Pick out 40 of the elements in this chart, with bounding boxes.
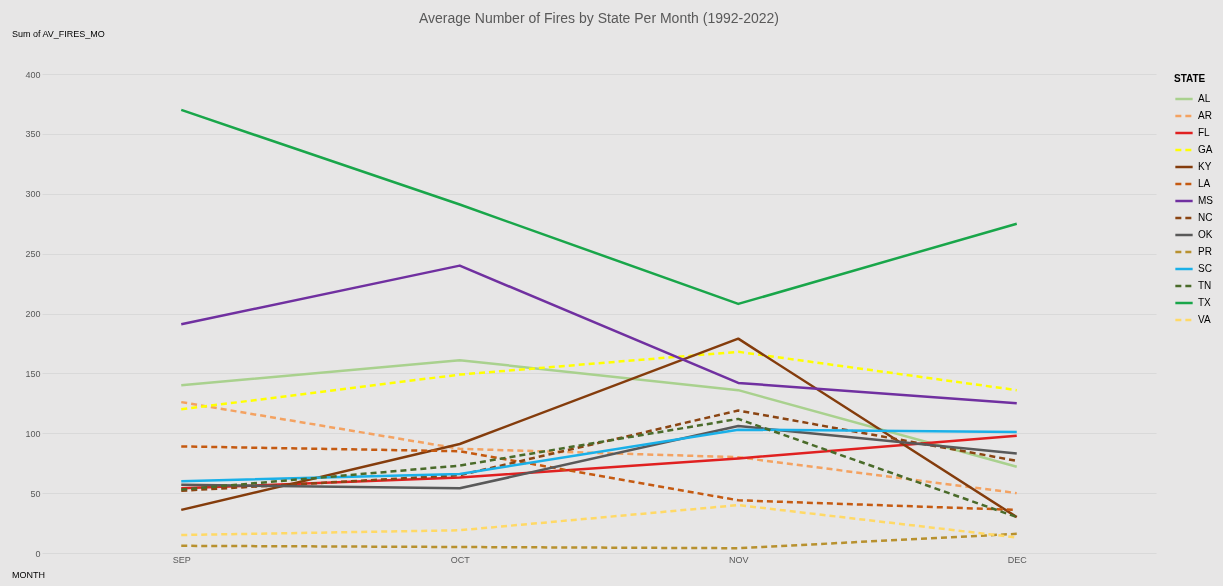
text: Sum of AV_FIRES_MO <box>12 29 105 39</box>
line-series <box>180 264 1018 405</box>
y-tick-label: 350 <box>25 129 41 140</box>
legend-label: SC <box>1198 263 1212 274</box>
line-series <box>180 424 1018 490</box>
y-tick-label: 50 <box>30 488 41 499</box>
line-series <box>180 350 1018 411</box>
x-tick-label: DEC <box>1007 554 1028 565</box>
y-tick-label: 200 <box>25 309 41 319</box>
line-series <box>180 108 1018 306</box>
legend-label: TN <box>1198 280 1212 291</box>
text: MONTH <box>12 570 45 580</box>
y-tick-label: 400 <box>25 69 41 80</box>
y-tick-label: 100 <box>25 428 41 439</box>
line-series <box>180 417 1018 519</box>
legend-label: LA <box>1198 178 1211 189</box>
chart-title: Average Number of Fires by State Per Month (1992-2022) <box>418 10 780 26</box>
x-tick-label: OCT <box>450 554 471 565</box>
legend-label: TX <box>1198 297 1212 308</box>
y-tick-label: 300 <box>25 189 41 200</box>
legend-label: PR <box>1198 246 1212 257</box>
line-series <box>180 337 1018 519</box>
legend-label: AL <box>1198 93 1211 104</box>
line-series <box>180 532 1018 550</box>
x-tick-label: NOV <box>728 554 749 565</box>
x-tick-label: SEP <box>172 554 191 565</box>
line-series <box>180 428 1018 483</box>
line-series <box>180 358 1018 469</box>
y-tick-label: 150 <box>25 368 41 379</box>
legend-label: NC <box>1198 212 1213 223</box>
legend-label: KY <box>1198 161 1212 172</box>
legend-label: FL <box>1198 127 1211 138</box>
legend-label: AR <box>1198 110 1212 121</box>
legend-label: GA <box>1198 144 1213 155</box>
legend-label: MS <box>1198 195 1214 206</box>
legend-label: OK <box>1198 229 1213 240</box>
legend-title: STATE <box>1174 73 1206 84</box>
y-tick-label: 0 <box>35 548 41 559</box>
legend-label: VA <box>1198 314 1211 325</box>
y-tick-label: 250 <box>25 249 41 260</box>
